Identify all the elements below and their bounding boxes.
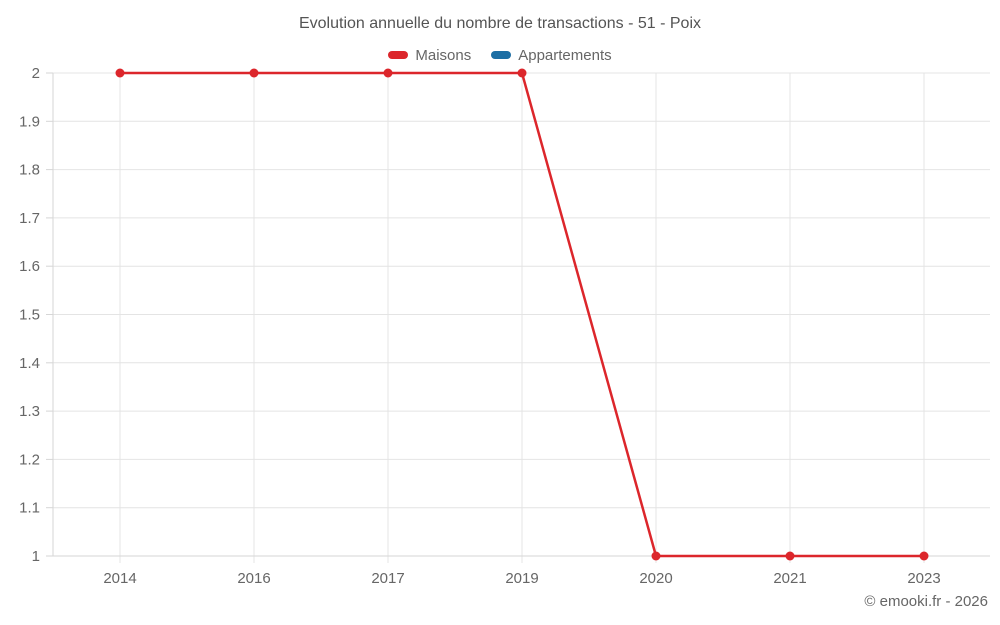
- x-axis-label: 2017: [371, 570, 404, 587]
- y-axis-label: 1: [32, 548, 40, 565]
- legend-item-appartements[interactable]: Appartements: [491, 46, 612, 64]
- x-axis-label: 2016: [237, 570, 270, 587]
- legend: Maisons Appartements: [0, 45, 1000, 65]
- legend-item-maisons[interactable]: Maisons: [388, 47, 471, 64]
- y-axis-label: 1.7: [19, 210, 40, 227]
- copyright: © emooki.fr - 2026: [864, 593, 988, 610]
- maisons-series-swatch-icon: [388, 51, 409, 59]
- legend-label-appartements: Appartements: [518, 46, 612, 64]
- y-axis-label: 1.8: [19, 162, 40, 179]
- x-axis-label: 2014: [103, 570, 136, 587]
- chart-title: Evolution annuelle du nombre de transact…: [298, 15, 701, 32]
- y-axis-label: 2: [32, 65, 40, 82]
- data-point-maisons-2017[interactable]: [383, 68, 393, 78]
- x-axis-label: 2020: [639, 570, 672, 587]
- y-axis-label: 1.2: [19, 451, 40, 468]
- data-point-maisons-2016[interactable]: [249, 68, 259, 78]
- x-axis-label: 2021: [773, 570, 806, 587]
- legend-label-maisons: Maisons: [415, 46, 472, 64]
- y-axis-label: 1.3: [19, 403, 40, 420]
- y-axis-label: 1.1: [19, 500, 40, 517]
- x-axis-label: 2023: [907, 570, 940, 587]
- y-axis-label: 1.4: [19, 355, 40, 372]
- y-axis-label: 1.5: [19, 307, 40, 324]
- y-axis-label: 1.9: [19, 113, 40, 130]
- data-point-maisons-2021[interactable]: [785, 551, 795, 561]
- data-point-maisons-2019[interactable]: [517, 68, 527, 78]
- appartements-series-swatch-icon: [491, 51, 512, 59]
- data-point-maisons-2014[interactable]: [115, 68, 125, 78]
- y-axis-label: 1.6: [19, 258, 40, 275]
- x-axis-label: 2019: [505, 570, 538, 587]
- data-point-maisons-2020[interactable]: [651, 551, 661, 561]
- data-point-maisons-2023[interactable]: [919, 551, 929, 561]
